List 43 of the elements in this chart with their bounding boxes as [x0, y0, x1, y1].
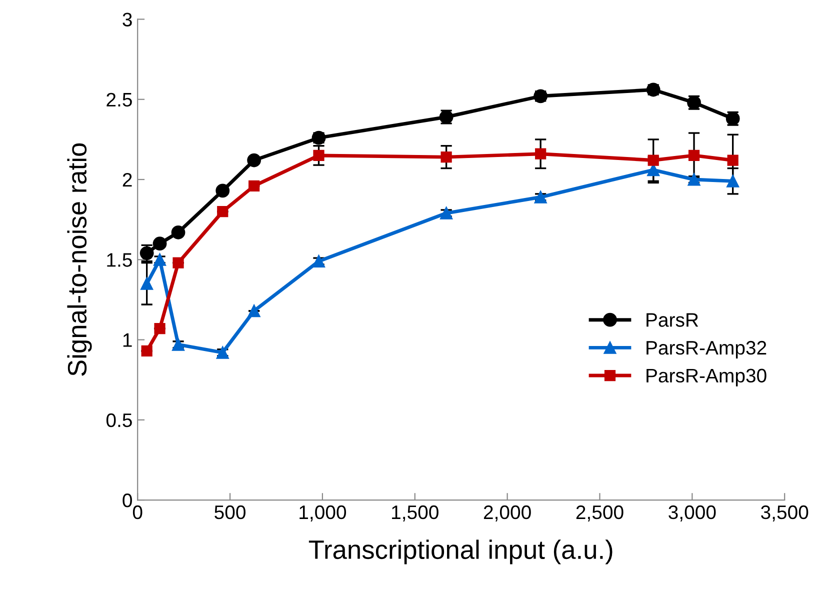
point: [313, 150, 324, 162]
point: [440, 206, 453, 220]
y-tick-label: 2: [122, 172, 132, 187]
x-tick-label: 2,000: [484, 505, 531, 522]
x-tick-label: 1,000: [300, 505, 346, 522]
point: [248, 304, 260, 318]
legend-label: ParsR: [646, 313, 698, 327]
point: [726, 174, 740, 188]
y-tick-label: 2.5: [106, 92, 132, 107]
y-tick-label: 1.5: [107, 253, 132, 267]
legend-label: ParsR-Amp32: [646, 340, 766, 359]
x-tick-label: 0: [132, 505, 142, 520]
x-axis-title: Transcriptional input (a.u.): [308, 540, 612, 564]
point: [172, 338, 185, 351]
x-tick-label: 1,500: [392, 505, 438, 522]
point: [534, 190, 547, 204]
point: [152, 236, 167, 251]
point: [216, 184, 230, 198]
y-axis-title: Signal-to-noise ratio: [67, 143, 92, 376]
x-tick-label: 500: [214, 505, 246, 520]
y-tick-label: 3: [122, 12, 132, 26]
point: [172, 257, 184, 268]
y-tick-label: 1: [123, 333, 132, 347]
point: [248, 180, 260, 192]
point: [216, 346, 229, 359]
point: [648, 154, 659, 166]
x-tick-label: 2,500: [576, 505, 624, 522]
x-tick-label: 3,500: [761, 505, 808, 522]
point: [535, 148, 546, 160]
x-tick-label: 3,000: [668, 505, 716, 522]
point: [154, 322, 166, 334]
point: [440, 152, 452, 163]
point: [171, 225, 186, 240]
point: [247, 153, 261, 168]
y-tick-label: 0: [122, 494, 132, 508]
point: [140, 277, 154, 290]
point: [312, 254, 326, 268]
point: [217, 206, 228, 218]
point: [727, 154, 738, 166]
y-tick-label: 0.5: [106, 413, 132, 428]
point: [141, 345, 152, 357]
point: [688, 150, 700, 162]
legend-label: ParsR-Amp30: [646, 368, 766, 386]
